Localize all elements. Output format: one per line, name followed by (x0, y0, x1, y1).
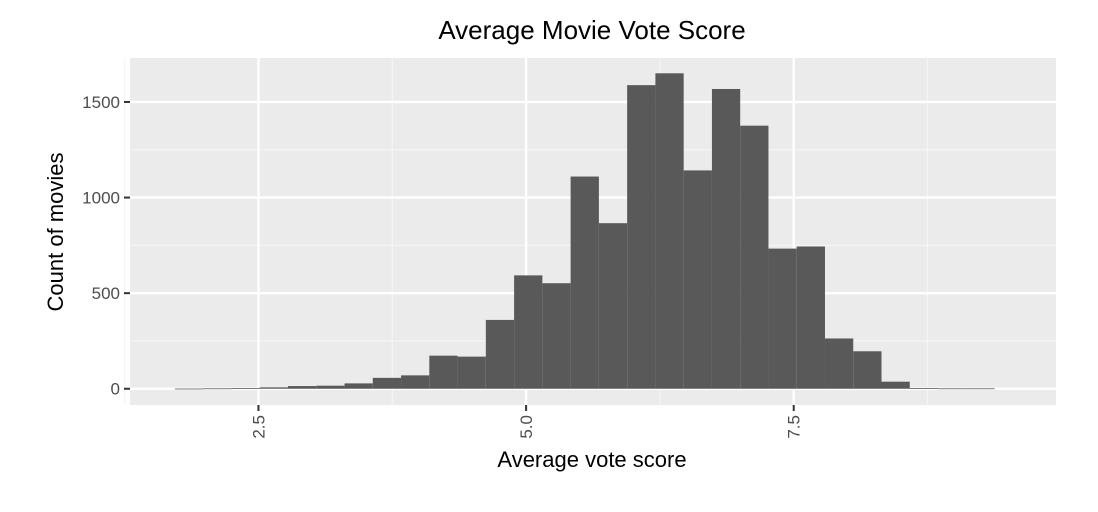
histogram-bar (401, 375, 430, 389)
histogram-bar (909, 388, 939, 389)
histogram-bar (231, 388, 260, 389)
histogram-bar (514, 275, 543, 389)
histogram-bar (627, 85, 656, 389)
y-tick-label: 1500 (82, 93, 120, 112)
histogram-bar (316, 385, 345, 389)
histogram-bar (655, 73, 684, 389)
histogram-bar (598, 223, 628, 389)
x-axis-title: Average vote score (497, 447, 686, 472)
histogram-bar (485, 319, 515, 389)
x-tick-label: 5.0 (517, 415, 536, 439)
x-axis: 2.5 5.0 7.5 (249, 405, 804, 439)
histogram-bar (683, 170, 712, 389)
y-tick-label: 0 (111, 380, 120, 399)
histogram-bar (740, 125, 769, 389)
histogram-bar (853, 351, 882, 389)
y-tick-label: 500 (92, 284, 120, 303)
histogram-bar (259, 387, 289, 389)
histogram-bar (542, 283, 571, 389)
histogram-bar (711, 88, 741, 389)
histogram-bar (881, 381, 910, 389)
histogram-bar (570, 176, 599, 389)
histogram-bar (174, 388, 204, 390)
y-axis-title: Count of movies (43, 153, 68, 312)
histogram-bar (372, 377, 402, 389)
histogram-bar (203, 388, 232, 390)
histogram-bar (966, 388, 995, 390)
histogram-bars (174, 73, 995, 390)
x-tick-label: 7.5 (785, 415, 804, 439)
histogram-bar (768, 248, 797, 389)
x-tick-label: 2.5 (249, 415, 268, 439)
chart-title: Average Movie Vote Score (438, 15, 745, 45)
y-tick-label: 1000 (82, 189, 120, 208)
histogram-bar (938, 388, 967, 390)
histogram-bar (344, 383, 373, 389)
y-axis: 0 500 1000 1500 (82, 93, 130, 399)
histogram-bar (288, 386, 317, 389)
histogram-bar (824, 338, 854, 389)
histogram-bar (796, 246, 825, 389)
histogram-bar (429, 355, 458, 389)
histogram-bar (457, 356, 486, 389)
